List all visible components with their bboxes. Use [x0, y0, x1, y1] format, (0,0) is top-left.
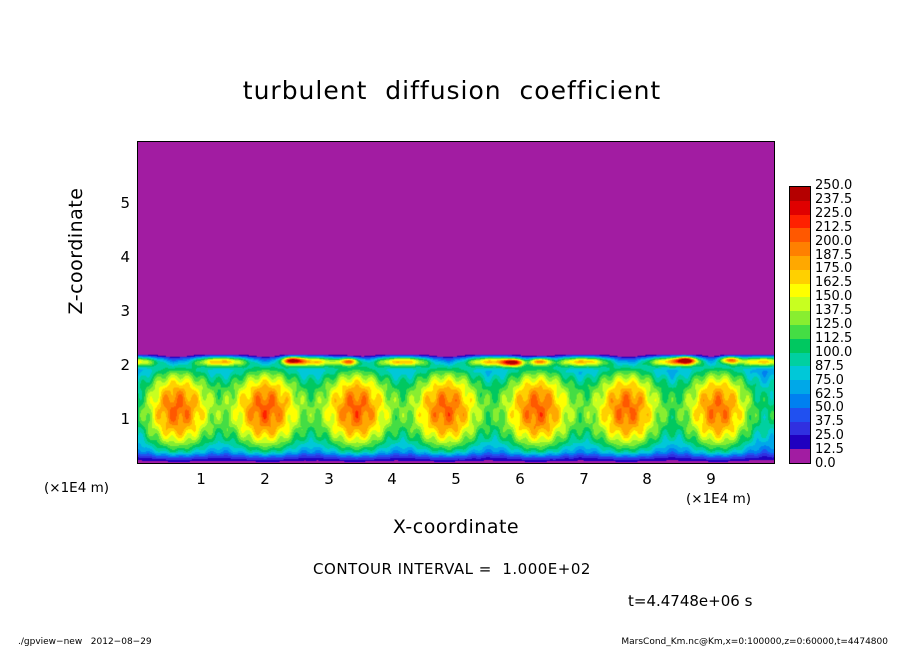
colorbar-tick-label: 137.5: [815, 303, 853, 319]
page-title: turbulent diffusion coefficient: [242, 76, 662, 105]
colorbar-segment: [790, 269, 810, 284]
colorbar-tick-label: 75.0: [815, 372, 844, 388]
y-tick-1: 1: [120, 410, 130, 428]
colorbar-tick-label: 25.0: [815, 428, 844, 444]
colorbar-tick-label: 162.5: [815, 275, 853, 291]
x-tick-4: 4: [387, 470, 397, 488]
colorbar-tick-label: 50.0: [815, 400, 844, 416]
colorbar-segment: [790, 380, 810, 394]
colorbar-segment: [790, 283, 810, 298]
colorbar-segment: [790, 214, 810, 229]
colorbar-segment: [790, 407, 810, 422]
colorbar-segment: [790, 393, 810, 408]
colorbar-segment: [790, 421, 810, 436]
colorbar-tick-label: 0.0: [815, 456, 836, 471]
colorbar-tick-label: 150.0: [815, 289, 853, 305]
x-tick-7: 7: [579, 470, 589, 488]
colorbar-segment: [790, 297, 810, 312]
colorbar-tick-label: 237.5: [815, 191, 853, 207]
x-units-label: (×1E4 m): [686, 491, 751, 507]
colorbar-segment: [790, 187, 810, 201]
y-tick-2: 2: [120, 356, 130, 374]
colorbar-tick-label: 212.5: [815, 219, 853, 235]
footer-left-text: ./gpview−new 2012−08−29: [18, 637, 152, 647]
x-tick-8: 8: [642, 470, 652, 488]
y-tick-4: 4: [120, 248, 130, 266]
colorbar-segment: [790, 435, 810, 450]
x-axis-label: X-coordinate: [392, 516, 520, 538]
colorbar-segment: [790, 228, 810, 243]
contour-plot: [137, 141, 775, 464]
x-tick-2: 2: [260, 470, 270, 488]
colorbar-tick-label: 225.0: [815, 205, 853, 221]
x-tick-3: 3: [324, 470, 334, 488]
contour-interval-text: CONTOUR INTERVAL = 1.000E+02: [313, 560, 591, 578]
colorbar-tick-label: 12.5: [815, 442, 844, 458]
colorbar: [789, 186, 811, 464]
colorbar-segment: [790, 449, 810, 463]
y-tick-3: 3: [120, 302, 130, 320]
time-label: t=4.4748e+06 s: [628, 592, 753, 610]
x-tick-5: 5: [451, 470, 461, 488]
x-tick-9: 9: [706, 470, 716, 488]
colorbar-tick-label: 200.0: [815, 233, 853, 249]
y-tick-5: 5: [120, 194, 130, 212]
y-axis-label: Z-coordinate: [65, 187, 87, 315]
colorbar-tick-label: 100.0: [815, 344, 853, 360]
colorbar-segment: [790, 311, 810, 325]
footer-right-text: MarsCond_Km.nc@Km,x=0:100000,z=0:60000,t…: [621, 637, 888, 647]
colorbar-segment: [790, 338, 810, 353]
x-tick-1: 1: [196, 470, 206, 488]
contour-canvas: [138, 142, 774, 463]
colorbar-segment: [790, 242, 810, 256]
colorbar-tick-label: 187.5: [815, 247, 853, 263]
colorbar-segment: [790, 200, 810, 215]
colorbar-tick-label: 250.0: [815, 178, 853, 193]
colorbar-segment: [790, 352, 810, 367]
z-units-label: (×1E4 m): [44, 480, 109, 496]
colorbar-tick-label: 87.5: [815, 358, 844, 374]
colorbar-tick-label: 37.5: [815, 414, 844, 430]
colorbar-tick-label: 125.0: [815, 317, 853, 332]
colorbar-tick-label: 62.5: [815, 386, 844, 402]
colorbar-tick-label: 112.5: [815, 330, 853, 346]
x-tick-6: 6: [515, 470, 525, 488]
colorbar-tick-label: 175.0: [815, 261, 853, 277]
colorbar-segment: [790, 366, 810, 381]
colorbar-segment: [790, 324, 810, 339]
colorbar-segment: [790, 255, 810, 270]
